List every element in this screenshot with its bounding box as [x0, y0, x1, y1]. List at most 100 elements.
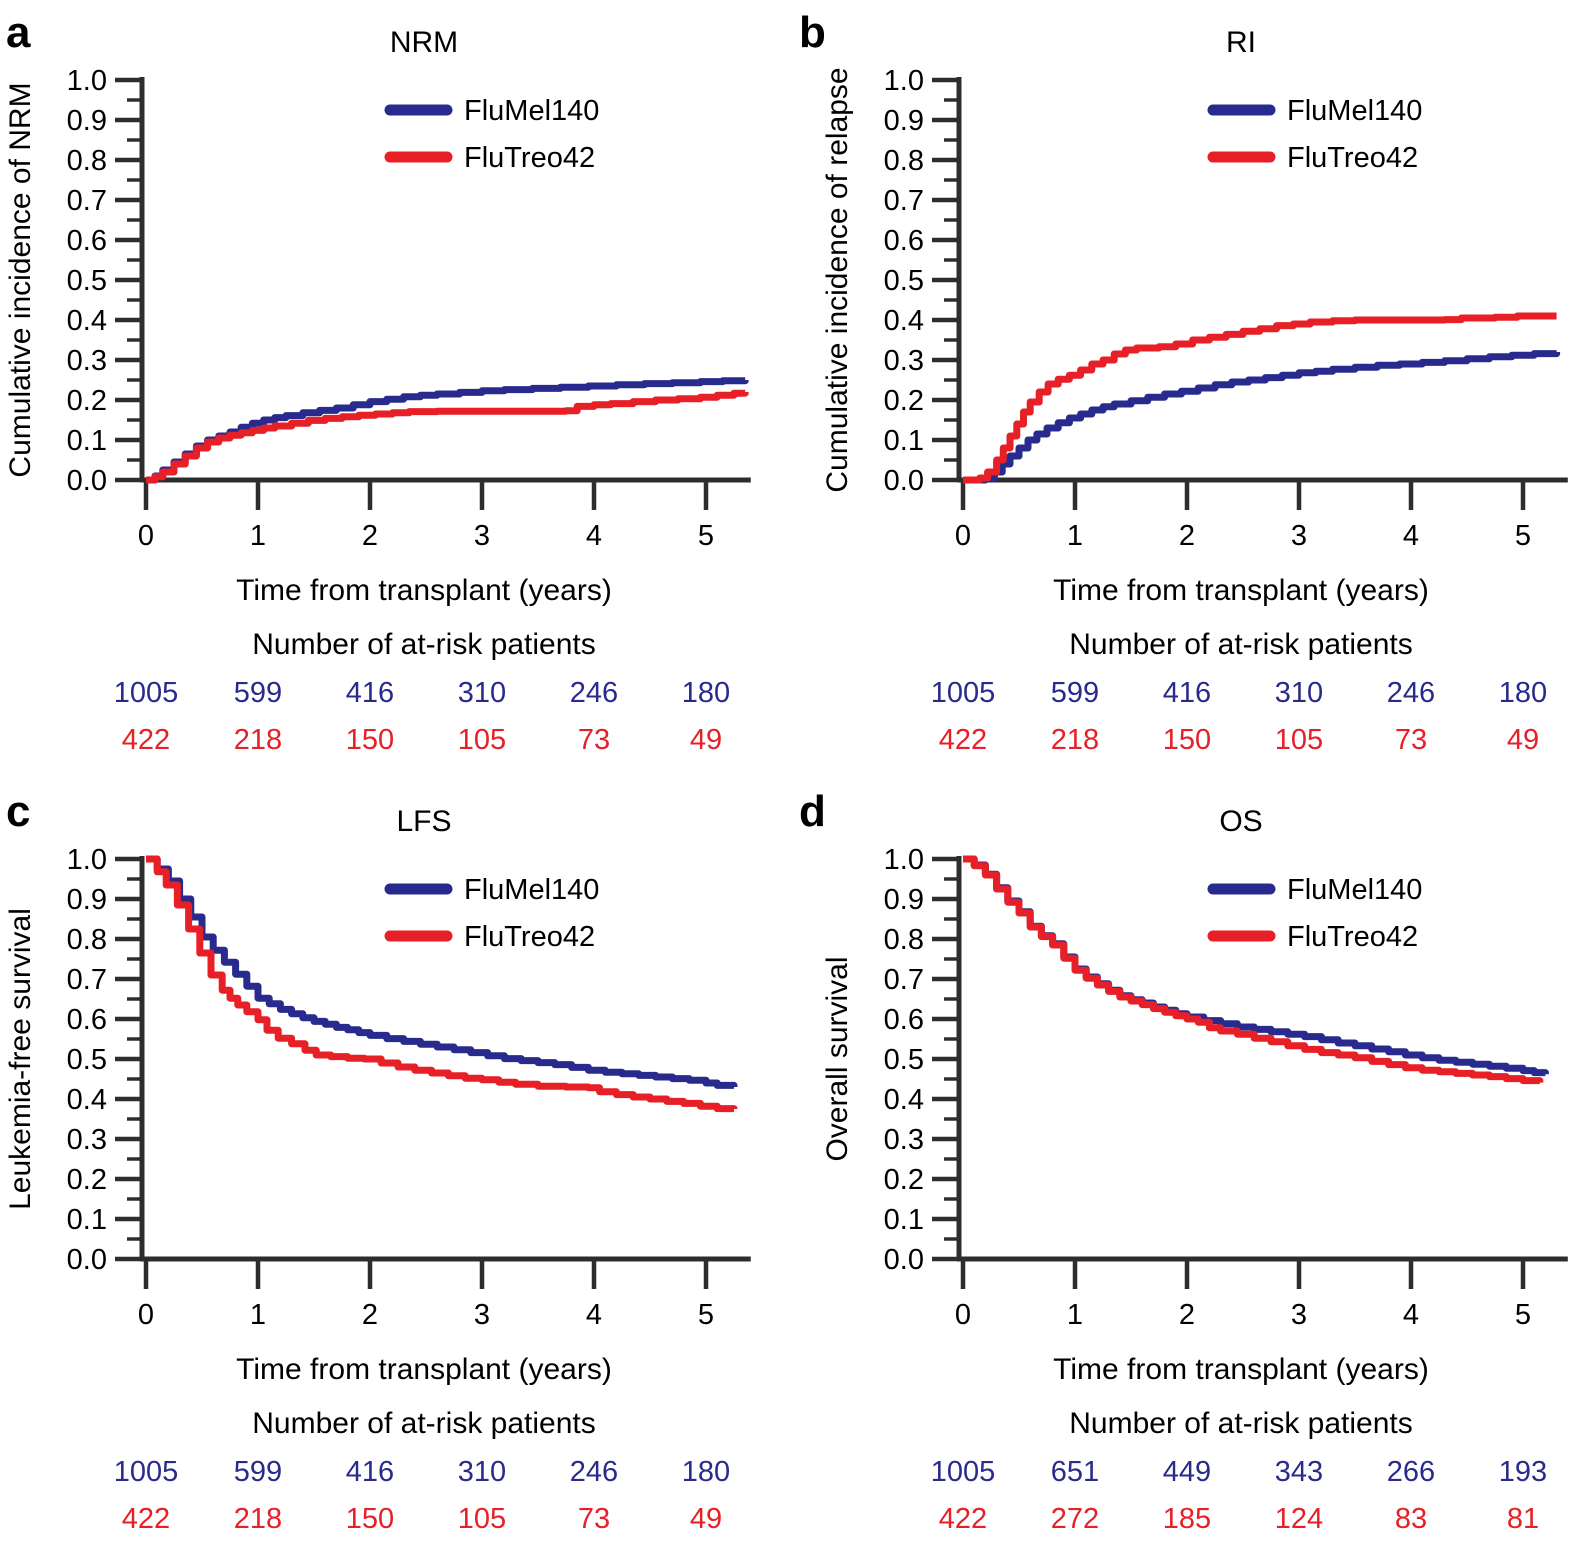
- y-tick-label: 0.0: [884, 1244, 924, 1276]
- y-tick-label: 1.0: [884, 844, 924, 876]
- y-tick-label: 0.4: [67, 1084, 107, 1116]
- at-risk-value-flumel140: 310: [458, 1456, 506, 1488]
- x-axis-label: Time from transplant (years): [236, 1353, 612, 1386]
- at-risk-value-flumel140: 416: [1163, 677, 1211, 709]
- at-risk-value-flutreo42: 81: [1507, 1503, 1539, 1535]
- legend-label-flutreo42: FluTreo42: [1287, 921, 1418, 953]
- y-tick-label: 0.4: [884, 1084, 924, 1116]
- at-risk-value-flutreo42: 49: [1507, 724, 1539, 756]
- at-risk-value-flutreo42: 49: [690, 1503, 722, 1535]
- chart-title: NRM: [390, 26, 458, 59]
- x-axis-label: Time from transplant (years): [1053, 1353, 1429, 1386]
- at-risk-value-flumel140: 599: [234, 677, 282, 709]
- curve-flumel140: [963, 350, 1561, 484]
- y-tick-label: 0.7: [67, 185, 107, 217]
- y-tick-label: 0.6: [67, 225, 107, 257]
- at-risk-value-flumel140: 180: [682, 677, 730, 709]
- y-tick-label: 0.6: [884, 225, 924, 257]
- y-tick-label: 0.2: [884, 385, 924, 417]
- y-tick-label: 0.7: [884, 964, 924, 996]
- x-tick-label: 3: [474, 520, 490, 552]
- at-risk-value-flumel140: 1005: [931, 677, 996, 709]
- y-tick-label: 0.7: [884, 185, 924, 217]
- at-risk-value-flutreo42: 105: [458, 724, 506, 756]
- at-risk-value-flutreo42: 73: [578, 1503, 610, 1535]
- at-risk-value-flutreo42: 150: [1163, 724, 1211, 756]
- at-risk-value-flumel140: 1005: [114, 1456, 179, 1488]
- x-tick-label: 2: [362, 1299, 378, 1331]
- x-tick-label: 2: [1179, 520, 1195, 552]
- at-risk-value-flutreo42: 422: [122, 724, 170, 756]
- x-tick-label: 5: [698, 1299, 714, 1331]
- at-risk-value-flutreo42: 218: [1051, 724, 1099, 756]
- y-tick-label: 0.1: [884, 425, 924, 457]
- at-risk-value-flutreo42: 218: [234, 724, 282, 756]
- at-risk-value-flumel140: 246: [570, 1456, 618, 1488]
- y-tick-label: 0.7: [67, 964, 107, 996]
- y-axis-label: Cumulative incidence of NRM: [4, 82, 37, 477]
- at-risk-value-flumel140: 246: [570, 677, 618, 709]
- x-tick-label: 4: [1403, 520, 1419, 552]
- legend-label-flumel140: FluMel140: [464, 874, 599, 906]
- at-risk-value-flutreo42: 422: [939, 1503, 987, 1535]
- x-tick-label: 4: [1403, 1299, 1419, 1331]
- at-risk-value-flutreo42: 150: [346, 724, 394, 756]
- y-tick-label: 0.6: [884, 1004, 924, 1036]
- curve-flutreo42: [146, 855, 738, 1113]
- y-tick-label: 0.0: [884, 465, 924, 497]
- chart-lfs-canvas: LFS Leukemia-free survival 0.0 0.1 0.2 0.3 0.4…: [4, 805, 751, 1535]
- y-tick-label: 0.0: [67, 1244, 107, 1276]
- y-tick-label: 0.8: [67, 145, 107, 177]
- y-tick-label: 0.5: [884, 1044, 924, 1076]
- y-tick-label: 0.4: [884, 305, 924, 337]
- y-tick-label: 0.8: [67, 924, 107, 956]
- at-risk-value-flumel140: 416: [346, 677, 394, 709]
- y-tick-label: 0.4: [67, 305, 107, 337]
- y-tick-label: 0.3: [884, 345, 924, 377]
- at-risk-value-flumel140: 310: [1275, 677, 1323, 709]
- chart-title: RI: [1226, 26, 1256, 59]
- curve-flumel140: [146, 377, 749, 484]
- y-tick-label: 1.0: [67, 844, 107, 876]
- curve-flutreo42: [963, 312, 1557, 484]
- x-tick-label: 4: [586, 1299, 602, 1331]
- at-risk-value-flutreo42: 124: [1275, 1503, 1323, 1535]
- at-risk-value-flutreo42: 83: [1395, 1503, 1427, 1535]
- y-tick-label: 0.3: [67, 345, 107, 377]
- curve-flumel140: [146, 855, 738, 1089]
- at-risk-value-flumel140: 599: [234, 1456, 282, 1488]
- at-risk-value-flutreo42: 422: [122, 1503, 170, 1535]
- at-risk-value-flutreo42: 150: [346, 1503, 394, 1535]
- y-tick-label: 0.3: [67, 1124, 107, 1156]
- at-risk-value-flumel140: 343: [1275, 1456, 1323, 1488]
- at-risk-value-flumel140: 1005: [931, 1456, 996, 1488]
- x-tick-label: 0: [138, 520, 154, 552]
- chart-title: OS: [1219, 805, 1262, 838]
- at-risk-header: Number of at-risk patients: [252, 628, 595, 661]
- x-tick-label: 0: [955, 1299, 971, 1331]
- chart-ri-canvas: RI Cumulative incidence of relapse 0.0 0.1 0…: [821, 26, 1568, 756]
- at-risk-value-flutreo42: 218: [234, 1503, 282, 1535]
- y-tick-label: 0.1: [67, 1204, 107, 1236]
- panel-letter-b: b: [799, 8, 826, 57]
- x-tick-label: 0: [138, 1299, 154, 1331]
- x-tick-label: 4: [586, 520, 602, 552]
- y-axis-label: Leukemia-free survival: [4, 908, 37, 1210]
- at-risk-value-flumel140: 1005: [114, 677, 179, 709]
- at-risk-header: Number of at-risk patients: [1069, 1407, 1412, 1440]
- at-risk-value-flutreo42: 422: [939, 724, 987, 756]
- legend-label-flutreo42: FluTreo42: [464, 921, 595, 953]
- y-tick-label: 0.5: [884, 265, 924, 297]
- y-axis-label: Overall survival: [821, 956, 854, 1161]
- y-tick-label: 0.9: [67, 105, 107, 137]
- x-tick-label: 5: [1515, 1299, 1531, 1331]
- y-tick-label: 0.5: [67, 265, 107, 297]
- y-axis-label: Cumulative incidence of relapse: [821, 67, 854, 492]
- y-tick-label: 1.0: [67, 65, 107, 97]
- at-risk-value-flumel140: 449: [1163, 1456, 1211, 1488]
- y-tick-label: 0.2: [67, 385, 107, 417]
- at-risk-header: Number of at-risk patients: [1069, 628, 1412, 661]
- at-risk-value-flutreo42: 185: [1163, 1503, 1211, 1535]
- at-risk-value-flutreo42: 73: [1395, 724, 1427, 756]
